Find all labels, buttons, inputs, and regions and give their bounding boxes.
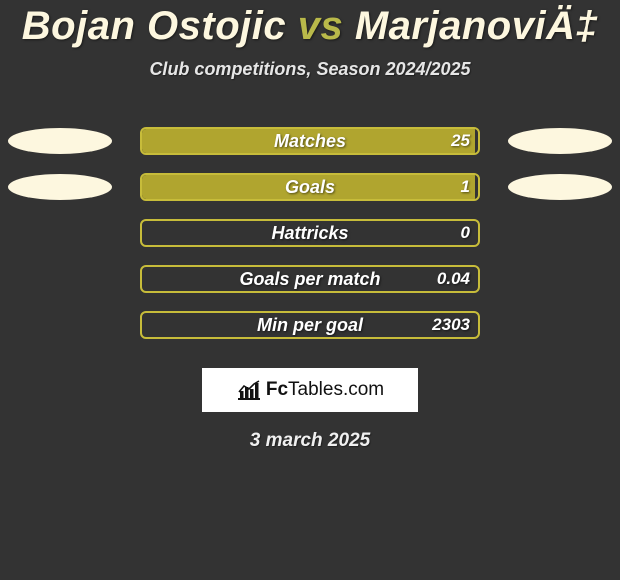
stat-value: 0.04	[437, 269, 470, 289]
logo-part-dotcom: .com	[343, 379, 384, 400]
vs-separator: vs	[298, 4, 344, 48]
left-ellipse	[8, 128, 112, 154]
left-ellipse	[8, 174, 112, 200]
stat-row: Min per goal2303	[0, 302, 620, 348]
player2-name: MarjanoviÄ‡	[355, 4, 598, 48]
stat-bar-fill	[142, 175, 475, 199]
fctables-logo[interactable]: FcTables.com	[202, 368, 418, 412]
stat-label: Min per goal	[142, 315, 478, 336]
stat-value: 0	[461, 223, 470, 243]
player1-name: Bojan Ostojic	[22, 4, 286, 48]
stat-label: Hattricks	[142, 223, 478, 244]
stat-bar: Matches25	[140, 127, 480, 155]
stat-label: Goals per match	[142, 269, 478, 290]
page-title: Bojan Ostojic vs MarjanoviÄ‡	[0, 0, 620, 49]
date-label: 3 march 2025	[0, 430, 620, 452]
logo-part-tables: Tables	[288, 379, 343, 400]
stat-bar: Goals per match0.04	[140, 265, 480, 293]
stats-rows: Matches25 Goals1 Hattricks0 Goals per match…	[0, 118, 620, 348]
stat-row: Goals per match0.04	[0, 256, 620, 302]
stat-bar: Min per goal2303	[140, 311, 480, 339]
right-ellipse	[508, 128, 612, 154]
logo-part-fc: Fc	[266, 379, 288, 400]
stat-row: Hattricks0	[0, 210, 620, 256]
stat-bar: Hattricks0	[140, 219, 480, 247]
stat-bar-fill	[142, 129, 475, 153]
right-ellipse	[508, 174, 612, 200]
stat-value: 2303	[432, 315, 470, 335]
logo-text: FcTables.com	[266, 379, 384, 401]
stat-row: Matches25	[0, 118, 620, 164]
stat-bar: Goals1	[140, 173, 480, 201]
comparison-card: Bojan Ostojic vs MarjanoviÄ‡ Club compet…	[0, 0, 620, 580]
chart-icon	[236, 379, 262, 401]
stat-row: Goals1	[0, 164, 620, 210]
subtitle: Club competitions, Season 2024/2025	[0, 59, 620, 80]
